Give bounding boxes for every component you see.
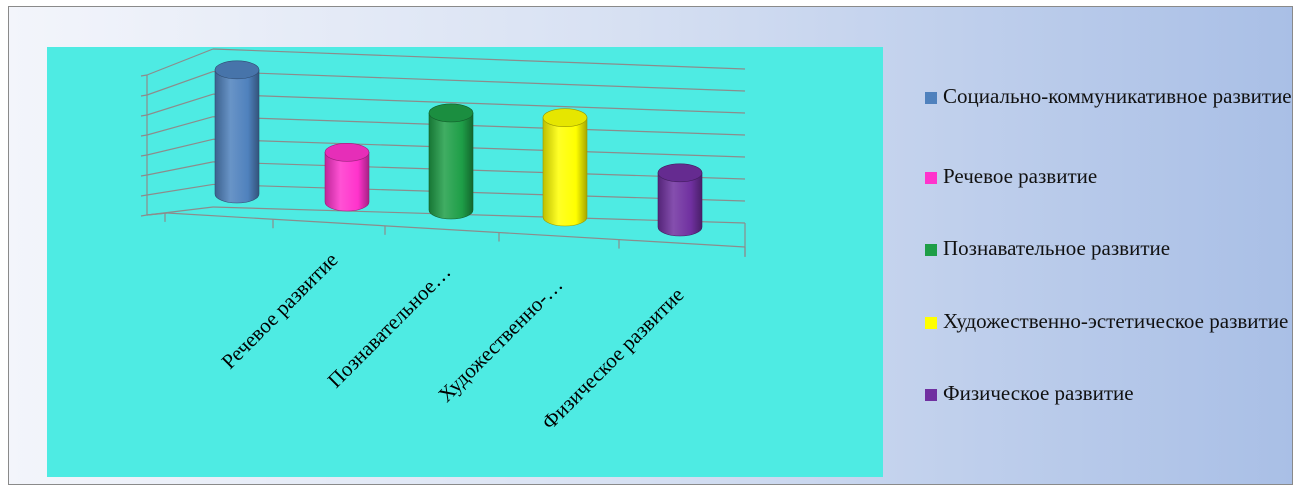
bar — [324, 143, 370, 212]
category-label: Художественно-… — [433, 273, 567, 407]
gridline — [140, 70, 746, 97]
legend-label: Речевое развитие — [943, 164, 1098, 188]
legend-swatch — [925, 317, 937, 329]
chart-canvas: Речевое развитиеПознавательное…Художеств… — [140, 48, 746, 435]
category-axis — [166, 212, 746, 248]
chart-frame: Речевое развитие Познавательное… Художеств… — [8, 6, 1293, 485]
gridline — [140, 93, 746, 117]
category-label: Физическое развитие — [537, 283, 689, 435]
category-label: Речевое развитие — [217, 248, 343, 374]
legend-label: Познавательное развитие — [943, 236, 1171, 260]
bar — [542, 108, 588, 227]
gridline — [140, 183, 746, 202]
gridline — [140, 116, 746, 137]
category-ticks — [164, 212, 746, 256]
legend-swatch — [925, 389, 937, 401]
bar — [657, 163, 703, 237]
floor — [146, 212, 746, 257]
bars — [214, 60, 703, 237]
gridline — [140, 138, 746, 158]
category-label: Познавательное… — [323, 260, 456, 393]
legend-swatch — [925, 244, 937, 256]
bar — [428, 103, 474, 220]
gridline — [140, 48, 746, 77]
gridline — [140, 161, 746, 180]
legend-label: Художественно-эстетическое развитие — [943, 309, 1289, 333]
legend-swatch — [925, 172, 937, 184]
plot-area: Речевое развитие Познавательное… Художеств… — [47, 47, 883, 477]
bar — [214, 60, 260, 204]
legend-label: Социально-коммуникативное развитие — [943, 84, 1292, 108]
legend-label: Физическое развитие — [943, 381, 1134, 405]
gridlines — [140, 48, 746, 224]
legend-swatch — [925, 92, 937, 104]
category-labels: Речевое развитиеПознавательное…Художеств… — [217, 248, 689, 435]
